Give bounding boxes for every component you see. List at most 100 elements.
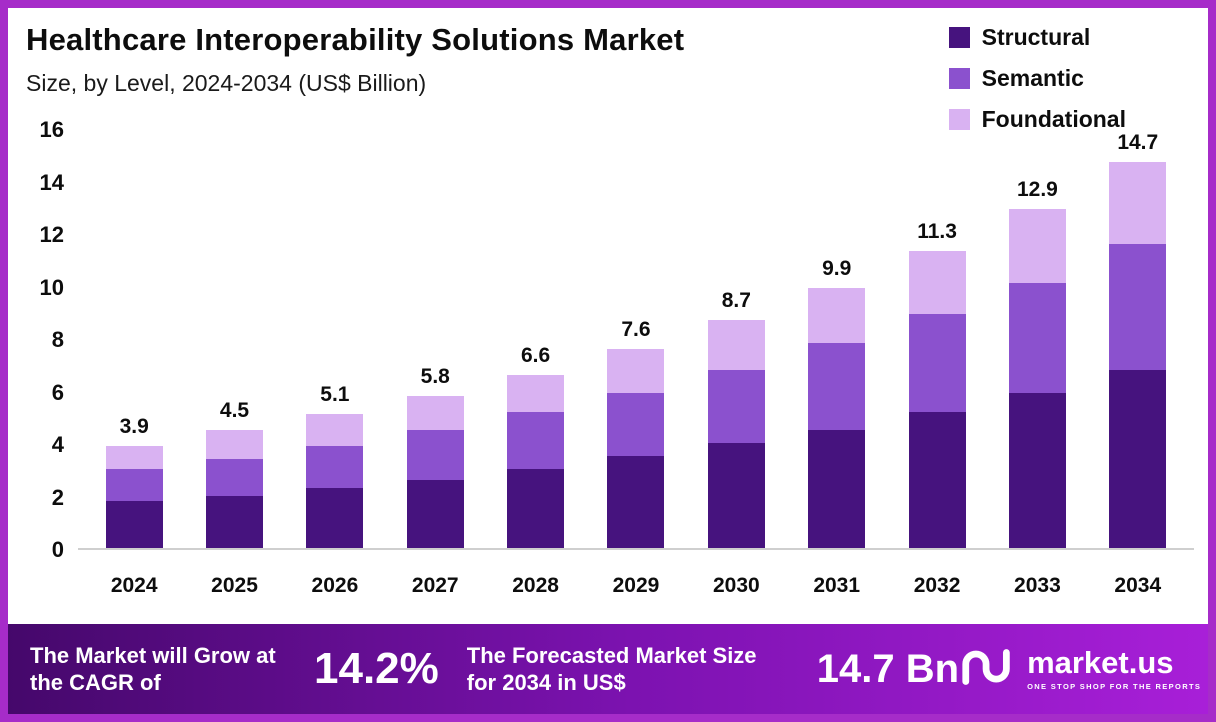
x-tick-label: 2031 [813,574,861,597]
legend-swatch-icon [948,109,970,130]
segment-structural [206,495,264,548]
segment-structural [908,411,966,548]
x-tick-label: 2028 [512,574,559,597]
legend-swatch-icon [948,27,970,48]
bar-total-label: 4.5 [219,398,250,422]
x-tick-label: 2025 [211,574,258,597]
x-tick-label: 2030 [712,574,760,597]
bar-stack [808,288,866,548]
legend-label: Structural [981,24,1091,50]
segment-semantic [507,411,565,470]
segment-structural [707,443,765,548]
segment-foundational [206,429,264,459]
bar-stack [1109,162,1167,548]
bar-total-label: 3.9 [119,414,149,438]
y-tick-label: 2 [51,484,64,510]
y-tick-label: 4 [51,432,64,457]
segment-foundational [607,348,665,394]
bar-total-label: 14.7 [1117,131,1159,155]
bar-stack [507,374,565,548]
segment-semantic [1008,282,1066,394]
bar-2031: 9.9 2031 [808,257,866,597]
bar-total-label: 7.6 [621,317,651,341]
bar-total-label: 8.7 [721,288,751,312]
bar-2027: 5.8 2027 [406,364,464,597]
bar-stack [607,348,665,548]
segment-structural [1008,393,1066,548]
chart-area: Healthcare Interoperability Solutions Ma… [8,8,1208,624]
bar-2026: 5.1 2026 [306,383,364,597]
y-tick-label: 12 [39,222,64,247]
bar-stack [105,445,163,548]
x-tick-label: 2034 [1114,574,1162,597]
bar-total-label: 6.6 [521,343,551,367]
segment-structural [105,500,163,548]
x-tick-label: 2032 [913,574,961,597]
page-title: Healthcare Interoperability Solutions Ma… [26,22,685,57]
bar-2024: 3.9 2024 [105,414,163,597]
segment-semantic [908,314,966,412]
footer-banner: The Market will Grow at the CAGR of 14.2… [8,624,1208,714]
legend: Structural Semantic Foundational [948,24,1126,133]
segment-semantic [406,429,464,480]
forecast-value: 14.7 Bn [816,646,960,691]
brand-name: market.us [1027,645,1174,680]
y-tick-label: 14 [39,169,64,195]
bar-2033: 12.9 2033 [1008,178,1066,597]
y-axis: 0 2 4 6 8 10 12 14 16 [26,119,78,561]
segment-structural [507,469,565,548]
segment-semantic [707,369,765,443]
y-tick-label: 6 [51,379,64,405]
segment-foundational [1109,162,1167,244]
marketus-logo-icon [959,645,1017,694]
bar-total-label: 11.3 [917,220,957,244]
cagr-value: 14.2% [314,644,439,693]
y-tick-label: 0 [51,537,64,562]
x-tick-label: 2033 [1014,574,1061,597]
bar-stack [306,414,364,548]
segment-structural [406,479,464,548]
bar-stack [1008,209,1066,548]
brand-text: market.us ONE STOP SHOP FOR THE REPORTS [1027,647,1201,691]
segment-semantic [1109,243,1167,370]
legend-label: Foundational [981,106,1126,132]
bar-2032: 11.3 2032 [908,220,966,597]
y-tick-label: 10 [39,274,64,300]
forecast-label: The Forecasted Market Size for 2034 in U… [466,642,757,696]
segment-foundational [507,374,565,412]
bar-stack [908,251,966,548]
x-tick-label: 2024 [110,574,158,597]
segment-structural [1109,369,1167,548]
bar-2029: 7.6 2029 [607,317,665,597]
segment-foundational [306,414,364,446]
segment-foundational [406,395,464,430]
legend-swatch-icon [948,68,970,89]
bar-2028: 6.6 2028 [507,343,565,597]
bar-total-label: 5.1 [320,383,350,407]
bar-total-label: 12.9 [1016,178,1058,202]
segment-structural [306,487,364,548]
y-tick-label: 8 [51,327,64,352]
segment-semantic [607,393,665,457]
bar-total-label: 5.8 [420,364,450,388]
bar-total-label: 9.9 [822,257,852,281]
title-block: Healthcare Interoperability Solutions Ma… [26,22,684,97]
segment-foundational [908,251,966,315]
legend-item-semantic: Semantic [948,65,1126,92]
bar-stack [707,319,765,548]
legend-item-structural: Structural [948,24,1126,51]
x-tick-label: 2027 [411,574,459,597]
segment-semantic [105,469,163,501]
segment-structural [607,456,665,548]
bar-2025: 4.5 2025 [206,398,264,597]
plot-area: 3.9 2024 4.5 2025 5.1 2026 5.8 2027 6.6 2028 7.6 20… [78,130,1194,597]
stacked-bar-chart: 0 2 4 6 8 10 12 14 16 3.9 2024 4.5 2025 5.1 2026 5.8 20… [26,119,1194,597]
legend-item-foundational: Foundational [948,106,1126,133]
page-subtitle: Size, by Level, 2024-2034 (US$ Billion) [26,70,427,96]
brand-tagline: ONE STOP SHOP FOR THE REPORTS [1027,682,1202,691]
cagr-label: The Market will Grow at the CAGR of [30,642,276,696]
y-tick-label: 16 [39,117,64,142]
bar-2034: 14.7 2034 [1109,131,1167,597]
brand-logo: market.us ONE STOP SHOP FOR THE REPORTS [959,645,1201,694]
